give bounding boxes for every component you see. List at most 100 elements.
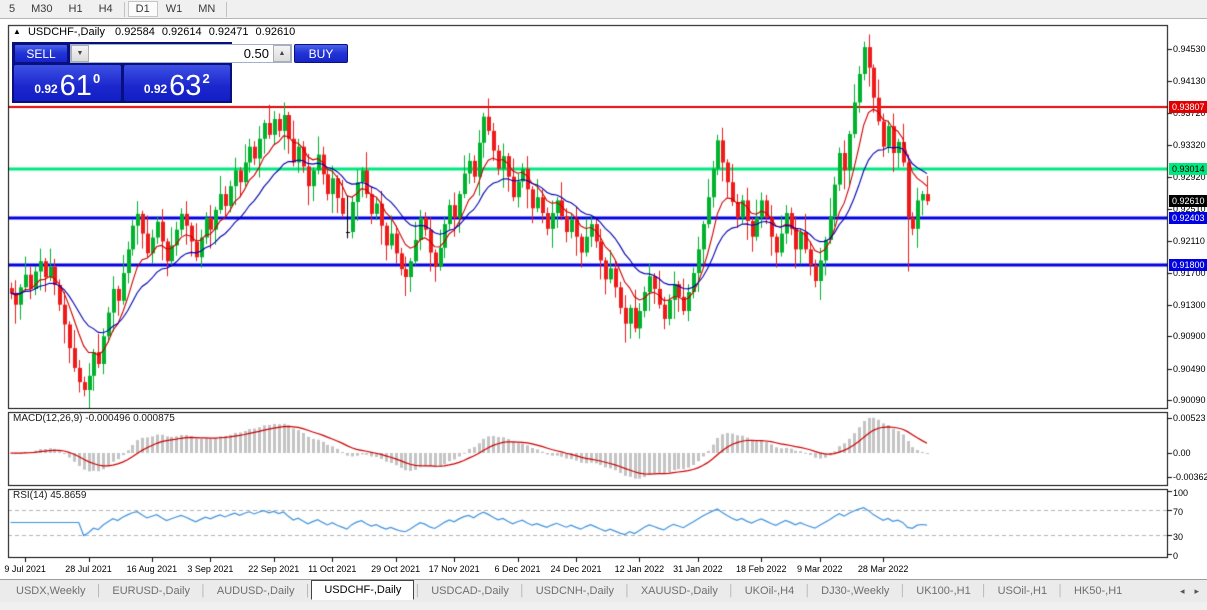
rsi-tick-label: 0 — [1173, 550, 1179, 561]
tab-separator: │ — [199, 585, 207, 597]
hline-price-badge: 0.93014 — [1169, 163, 1207, 176]
volume-increase-icon[interactable]: ▲ — [273, 45, 291, 62]
ohlc-close: 0.92610 — [255, 26, 296, 38]
date-tick-label: 31 Jan 2022 — [673, 564, 723, 574]
rsi-tick-label: 100 — [1173, 488, 1189, 499]
macd-tick-label: -0.00362 — [1173, 472, 1207, 483]
sell-button[interactable]: SELL — [14, 44, 68, 63]
date-tick-label: 11 Oct 2021 — [308, 564, 357, 574]
tabs-scroll-left-icon[interactable]: ◂ — [1179, 585, 1185, 596]
ohlc-open: 0.92584 — [115, 26, 155, 38]
date-tick-label: 9 Mar 2022 — [796, 564, 843, 574]
chart-header: ▲ USDCHF-,Daily 0.92584 0.92614 0.92471 … — [13, 26, 295, 38]
timeframe-button-mn[interactable]: MN — [198, 3, 216, 15]
tab-eurusd-daily[interactable]: EURUSD-,Daily — [112, 585, 190, 597]
buy-price-button[interactable]: 0.92 63 2 — [123, 65, 230, 102]
timeframe-button-5[interactable]: 5 — [9, 3, 16, 15]
timeframe-button-d1[interactable]: D1 — [127, 1, 158, 17]
price-tick-label: 0.94530 — [1173, 44, 1206, 55]
tab-audusd-daily[interactable]: AUDUSD-,Daily — [216, 585, 295, 597]
date-tick-label: 12 Jan 2022 — [614, 564, 665, 574]
price-tick-label: 0.92110 — [1173, 235, 1205, 246]
timeframe-button-m30[interactable]: M30 — [31, 3, 53, 15]
date-tick-label: 29 Oct 2021 — [371, 564, 421, 574]
price-tick-label: 0.91300 — [1173, 299, 1206, 310]
macd-indicator-label: MACD(12,26,9) -0.000496 0.000875 — [13, 413, 175, 424]
hline-price-badge: 0.92403 — [1169, 211, 1207, 224]
buy-button[interactable]: BUY — [294, 44, 348, 63]
timeframe-button-h4[interactable]: H4 — [98, 3, 113, 15]
tab-hk50-h1[interactable]: HK50-,H1 — [1073, 585, 1123, 597]
price-tick-label: 0.93720 — [1173, 108, 1206, 119]
buy-price-prefix: 0.92 — [143, 82, 168, 96]
tab-separator: │ — [518, 585, 526, 597]
tab-separator: │ — [804, 585, 812, 597]
volume-decrease-icon[interactable]: ▼ — [71, 45, 89, 62]
sell-price-prefix: 0.92 — [34, 82, 58, 96]
chart-canvas[interactable] — [0, 19, 1207, 579]
ohlc-high: 0.92614 — [161, 26, 202, 38]
date-tick-label: 6 Dec 2021 — [494, 564, 541, 574]
buy-price-main: 63 — [169, 70, 202, 102]
tab-separator: │ — [899, 585, 907, 597]
chart-symbol-label: USDCHF-,Daily — [27, 26, 105, 38]
tab-uk100-h1[interactable]: UK100-,H1 — [916, 585, 971, 597]
status-strip — [0, 602, 1207, 610]
tab-separator: │ — [980, 585, 988, 597]
tab-separator: │ — [1057, 585, 1064, 597]
tab-ukoil-h4[interactable]: UKOil-,H4 — [744, 585, 795, 597]
rsi-tick-label: 30 — [1173, 532, 1184, 542]
price-tick-label: 0.90900 — [1173, 331, 1206, 342]
date-tick-label: 24 Dec 2021 — [550, 564, 602, 574]
date-tick-label: 28 Jul 2021 — [65, 564, 112, 574]
current-price-badge: 0.92610 — [1169, 195, 1207, 208]
ohlc-low: 0.92471 — [208, 26, 249, 38]
tab-separator: │ — [414, 585, 422, 597]
tab-usdcad-daily[interactable]: USDCAD-,Daily — [431, 585, 509, 597]
tab-usdx-weekly[interactable]: USDX,Weekly — [16, 585, 86, 597]
volume-control: ▼ ▲ — [70, 44, 292, 63]
tab-usdchf-daily[interactable]: USDCHF-,Daily — [311, 580, 415, 600]
tab-separator: │ — [623, 585, 631, 597]
date-tick-label: 16 Aug 2021 — [126, 564, 178, 574]
price-tick-label: 0.94130 — [1173, 76, 1206, 87]
price-tick-label: 0.90090 — [1173, 395, 1206, 406]
volume-input[interactable] — [89, 45, 273, 62]
price-tick-label: 0.93320 — [1173, 140, 1206, 151]
price-tick-label: 0.91700 — [1173, 268, 1206, 279]
date-tick-label: 28 Mar 2022 — [857, 564, 909, 574]
price-tick-label: 0.90490 — [1173, 363, 1206, 374]
macd-tick-label: 0.00523 — [1173, 413, 1206, 424]
chart-tab-bar: USDX,Weekly │ EURUSD-,Daily │ AUDUSD-,Daily │… — [0, 579, 1207, 602]
date-tick-label: 17 Nov 2021 — [428, 564, 480, 574]
sell-price-main: 61 — [59, 70, 92, 102]
hline-price-badge: 0.91800 — [1169, 259, 1207, 272]
timeframe-button-h1[interactable]: H1 — [68, 3, 83, 15]
toolbar-separator — [123, 1, 125, 17]
toolbar-separator — [226, 1, 228, 17]
sell-price-button[interactable]: 0.92 61 0 — [14, 65, 121, 101]
date-tick-label: 3 Sep 2021 — [187, 564, 234, 574]
macd-tick-label: 0.00 — [1173, 448, 1191, 458]
date-tick-label: 9 Jul 2021 — [4, 564, 46, 574]
chart-window: ▲ USDCHF-,Daily 0.92584 0.92614 0.92471 … — [0, 19, 1207, 579]
collapse-panel-icon[interactable]: ▲ — [13, 27, 21, 36]
buy-price-pip: 2 — [202, 71, 210, 86]
tab-xauusd-daily[interactable]: XAUUSD-,Daily — [640, 585, 718, 597]
tab-dj30-weekly[interactable]: DJ30-,Weekly — [821, 585, 890, 597]
tabs-scroll-controls: ◂ ▸ — [1180, 586, 1199, 597]
price-tick-label: 0.92510 — [1173, 204, 1206, 215]
sell-price-pip: 0 — [92, 71, 101, 86]
date-tick-label: 22 Sep 2021 — [248, 564, 300, 574]
tabs-scroll-right-icon[interactable]: ▸ — [1194, 585, 1199, 596]
hline-price-badge: 0.93807 — [1169, 100, 1207, 113]
tab-usdcnh-daily[interactable]: USDCNH-,Daily — [535, 585, 614, 597]
one-click-trade-widget: SELL ▼ ▲ BUY 0.92 61 0 0.92 63 2 — [12, 42, 348, 103]
rsi-indicator-label: RSI(14) 45.8659 — [13, 490, 87, 501]
timeframe-toolbar: 5 M30 H1 H4 D1 W1 MN — [0, 0, 1207, 19]
date-tick-label: 18 Feb 2022 — [735, 564, 787, 574]
rsi-tick-label: 70 — [1173, 507, 1184, 517]
tab-separator: │ — [304, 585, 312, 597]
timeframe-button-w1[interactable]: W1 — [165, 3, 183, 15]
tab-usoil-h1[interactable]: USOil-,H1 — [997, 585, 1048, 597]
